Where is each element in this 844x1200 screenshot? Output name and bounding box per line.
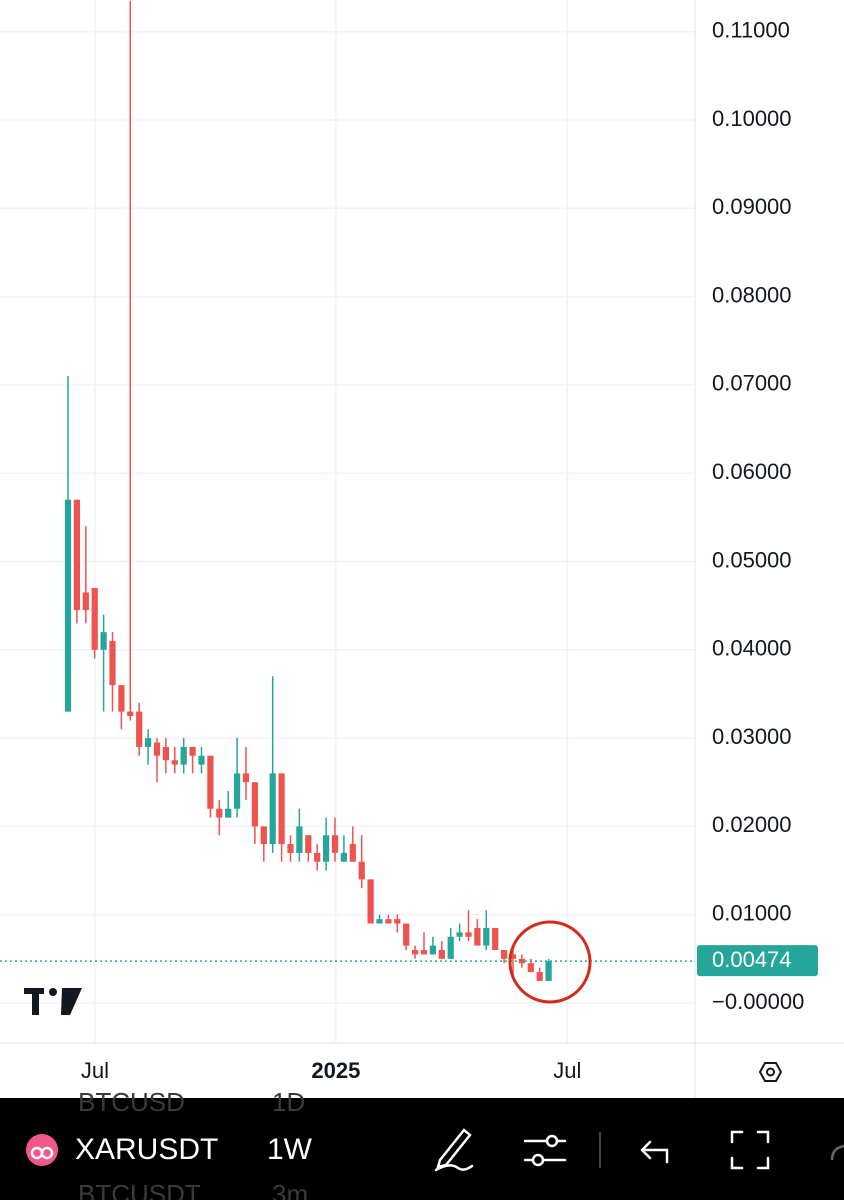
candle-body <box>527 963 534 973</box>
candle-body <box>340 852 348 862</box>
candle-body <box>376 919 383 924</box>
candle-body <box>260 826 267 845</box>
candle-body <box>233 773 241 809</box>
candle-body <box>322 835 330 862</box>
candle-body <box>296 826 303 853</box>
candle-body <box>127 711 134 717</box>
fullscreen-icon[interactable] <box>730 1130 770 1170</box>
candle-body <box>465 932 472 937</box>
candle-body <box>349 844 356 862</box>
last-price-label: 0.00474 <box>712 947 792 972</box>
candle-body <box>162 746 170 761</box>
candle-body <box>278 773 285 845</box>
candle-body <box>118 685 125 712</box>
candle-body <box>82 592 89 611</box>
candle-body <box>474 927 481 946</box>
ghost-text: BTCUSDT <box>78 1179 201 1200</box>
candle-body <box>314 852 321 862</box>
last-price-box <box>697 945 818 977</box>
ghost-text: 3m <box>272 1179 308 1200</box>
candle-body <box>492 927 499 951</box>
symbol-logo <box>26 1134 58 1166</box>
interval[interactable]: 1W <box>267 1133 313 1166</box>
grid <box>0 0 695 1043</box>
candle-body <box>411 950 419 955</box>
y-tick-label: 0.07000 <box>712 371 792 396</box>
candle-body <box>500 950 508 959</box>
y-tick-label: 0.01000 <box>712 901 792 926</box>
candle-body <box>358 861 365 880</box>
candle-body <box>198 755 205 765</box>
candle-body <box>305 835 312 853</box>
candle-body <box>144 738 152 747</box>
candle-body <box>171 760 178 765</box>
y-tick-label: 0.10000 <box>712 106 792 131</box>
tv-logo <box>24 988 82 1015</box>
candle-body <box>225 808 232 818</box>
candle-body <box>180 746 187 765</box>
symbol[interactable]: XARUSDT <box>75 1133 218 1166</box>
candle-body <box>242 773 250 783</box>
candle-body <box>385 919 392 924</box>
candle-body <box>100 632 107 650</box>
y-tick-label: 0.03000 <box>712 724 792 749</box>
x-tick-label: 2025 <box>311 1058 360 1083</box>
candle-body <box>91 587 98 650</box>
candle-body <box>536 972 543 981</box>
candle-body <box>331 835 339 853</box>
candle-body <box>207 755 214 809</box>
y-tick-label: 0.08000 <box>712 282 792 307</box>
price-axis: −0.00000 0.01000 0.02000 0.03000 0.04000 0.05… <box>697 18 818 1014</box>
candle-body <box>483 927 490 946</box>
candle-body <box>367 879 374 924</box>
highlight-circle <box>508 920 592 1004</box>
y-tick-label: 0.05000 <box>712 547 792 572</box>
time-axis: Jul 2025 Jul <box>81 1058 581 1083</box>
indicators-icon[interactable] <box>523 1134 567 1167</box>
y-tick-label: 0.09000 <box>712 194 792 219</box>
candle-body <box>420 950 428 955</box>
y-tick-label: 0.06000 <box>712 459 792 484</box>
plot-area <box>0 0 695 981</box>
x-tick-label: Jul <box>553 1058 581 1083</box>
toolbar <box>0 1098 844 1200</box>
undo-icon[interactable] <box>640 1140 669 1164</box>
x-tick-label: Jul <box>81 1058 109 1083</box>
y-tick-label: −0.00000 <box>712 989 804 1014</box>
candle-body <box>269 773 276 845</box>
candle-body <box>438 950 445 959</box>
candle-body <box>251 782 259 827</box>
ghost-text: BTCUSD <box>78 1087 185 1117</box>
candle-body <box>73 499 81 611</box>
candle-body <box>394 919 401 924</box>
candle-body <box>216 808 223 818</box>
draw-icon[interactable] <box>434 1128 474 1172</box>
settings-icon[interactable] <box>758 1062 783 1082</box>
candle-body <box>64 499 72 712</box>
candle-body <box>287 844 294 853</box>
more-icon[interactable] <box>830 1144 844 1161</box>
y-tick-label: 0.02000 <box>712 812 792 837</box>
candle-body <box>429 945 437 955</box>
ghost-text: 1D <box>272 1087 305 1117</box>
y-tick-label: 0.11000 <box>712 18 790 43</box>
candle-body <box>403 923 410 946</box>
candle-body <box>189 746 196 756</box>
candle-body <box>545 961 552 981</box>
candle-body <box>109 640 116 686</box>
candle-body <box>447 936 454 959</box>
y-tick-label: 0.04000 <box>712 636 792 661</box>
candle-body <box>509 954 517 959</box>
candle-body <box>136 711 143 747</box>
candle-body <box>153 742 161 756</box>
candle-body <box>456 932 463 937</box>
